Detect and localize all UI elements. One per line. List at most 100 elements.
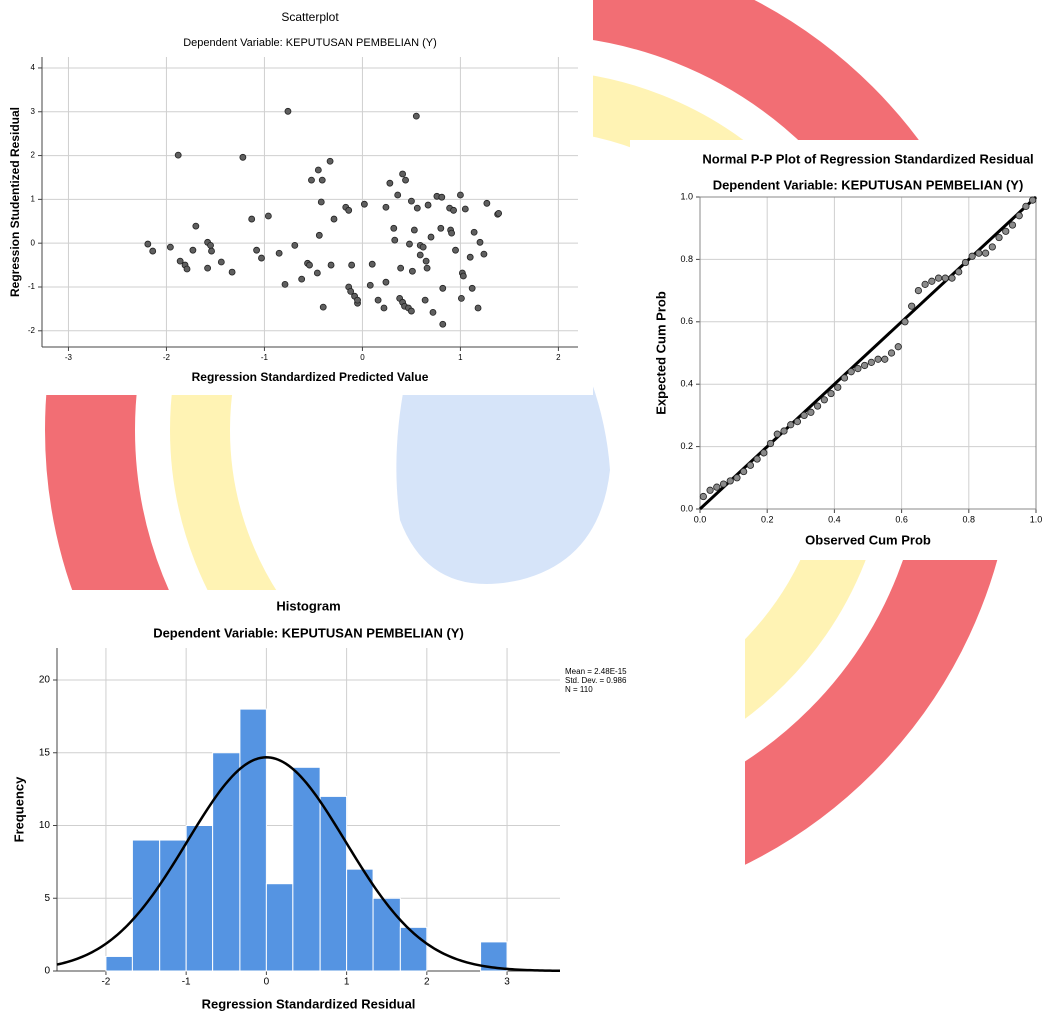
point: [411, 227, 417, 233]
x-tick-label: 3: [504, 977, 510, 988]
x-tick-label: -1: [261, 353, 269, 362]
point: [375, 297, 381, 303]
point: [462, 206, 468, 212]
y-tick-label: -2: [28, 326, 36, 335]
point: [265, 213, 271, 219]
point: [391, 225, 397, 231]
x-tick-label: 2: [424, 977, 430, 988]
point: [821, 397, 827, 403]
y-tick-label: 20: [39, 675, 51, 686]
point: [439, 194, 445, 200]
point: [808, 409, 814, 415]
point: [438, 225, 444, 231]
chart-title: Scatterplot: [281, 10, 339, 24]
point: [229, 269, 235, 275]
x-tick-label: 0.8: [963, 514, 976, 524]
point: [1023, 203, 1029, 209]
y-tick-label: 4: [31, 63, 36, 72]
point: [467, 254, 473, 260]
point: [318, 199, 324, 205]
point: [451, 207, 457, 213]
point: [707, 487, 713, 493]
point: [331, 216, 337, 222]
point: [929, 278, 935, 284]
point: [949, 275, 955, 281]
point: [258, 255, 264, 261]
y-tick-label: 1.0: [680, 191, 693, 201]
point: [308, 177, 314, 183]
point: [747, 462, 753, 468]
point: [788, 422, 794, 428]
point: [367, 282, 373, 288]
point: [408, 308, 414, 314]
point: [440, 285, 446, 291]
chart-title: Normal P-P Plot of Regression Standardiz…: [702, 151, 1033, 166]
point: [868, 359, 874, 365]
point: [400, 171, 406, 177]
point: [398, 265, 404, 271]
y-axis-label: Expected Cum Prob: [653, 291, 668, 415]
stats-label: Std. Dev. = 0.986: [565, 676, 627, 685]
point: [240, 154, 246, 160]
point: [453, 247, 459, 253]
point: [835, 384, 841, 390]
point: [942, 275, 948, 281]
panel: [630, 140, 1046, 560]
point: [469, 285, 475, 291]
point: [475, 305, 481, 311]
point: [801, 412, 807, 418]
chart-subtitle: Dependent Variable: KEPUTUSAN PEMBELIAN …: [183, 37, 437, 49]
bar: [240, 709, 266, 971]
y-tick-label: 1: [31, 194, 36, 203]
point: [403, 177, 409, 183]
point: [720, 481, 726, 487]
point: [727, 478, 733, 484]
x-tick-label: -3: [65, 353, 73, 362]
point: [1009, 222, 1015, 228]
point: [292, 242, 298, 248]
stats-label: N = 110: [565, 685, 593, 694]
point: [190, 247, 196, 253]
point: [440, 321, 446, 327]
bar: [106, 956, 132, 971]
point: [282, 281, 288, 287]
point: [320, 304, 326, 310]
point: [205, 265, 211, 271]
y-tick-label: 0.8: [680, 254, 693, 264]
x-tick-label: 1: [344, 977, 350, 988]
bar: [186, 826, 212, 971]
point: [976, 250, 982, 256]
point: [395, 192, 401, 198]
point: [477, 239, 483, 245]
page: Scatterplot Dependent Variable: KEPUTUSAN…: [0, 0, 1046, 1019]
point: [458, 295, 464, 301]
point: [700, 493, 706, 499]
point: [184, 266, 190, 272]
y-tick-label: 0.6: [680, 316, 693, 326]
point: [882, 356, 888, 362]
point: [346, 207, 352, 213]
point: [307, 262, 313, 268]
x-tick-label: -2: [163, 353, 171, 362]
point: [855, 365, 861, 371]
point: [328, 262, 334, 268]
point: [361, 201, 367, 207]
bar: [293, 767, 320, 971]
x-tick-label: 1.0: [1030, 514, 1043, 524]
point: [754, 456, 760, 462]
y-axis-label: Regression Studentized Residual: [8, 107, 22, 297]
point: [1029, 197, 1035, 203]
y-tick-label: 0: [31, 238, 36, 247]
bar: [213, 753, 240, 971]
point: [761, 450, 767, 456]
point: [841, 375, 847, 381]
y-tick-label: -1: [28, 282, 36, 291]
point: [471, 229, 477, 235]
point: [734, 475, 740, 481]
point: [814, 403, 820, 409]
point: [314, 270, 320, 276]
point: [422, 297, 428, 303]
point: [888, 350, 894, 356]
point: [392, 237, 398, 243]
y-tick-label: 15: [39, 747, 51, 758]
